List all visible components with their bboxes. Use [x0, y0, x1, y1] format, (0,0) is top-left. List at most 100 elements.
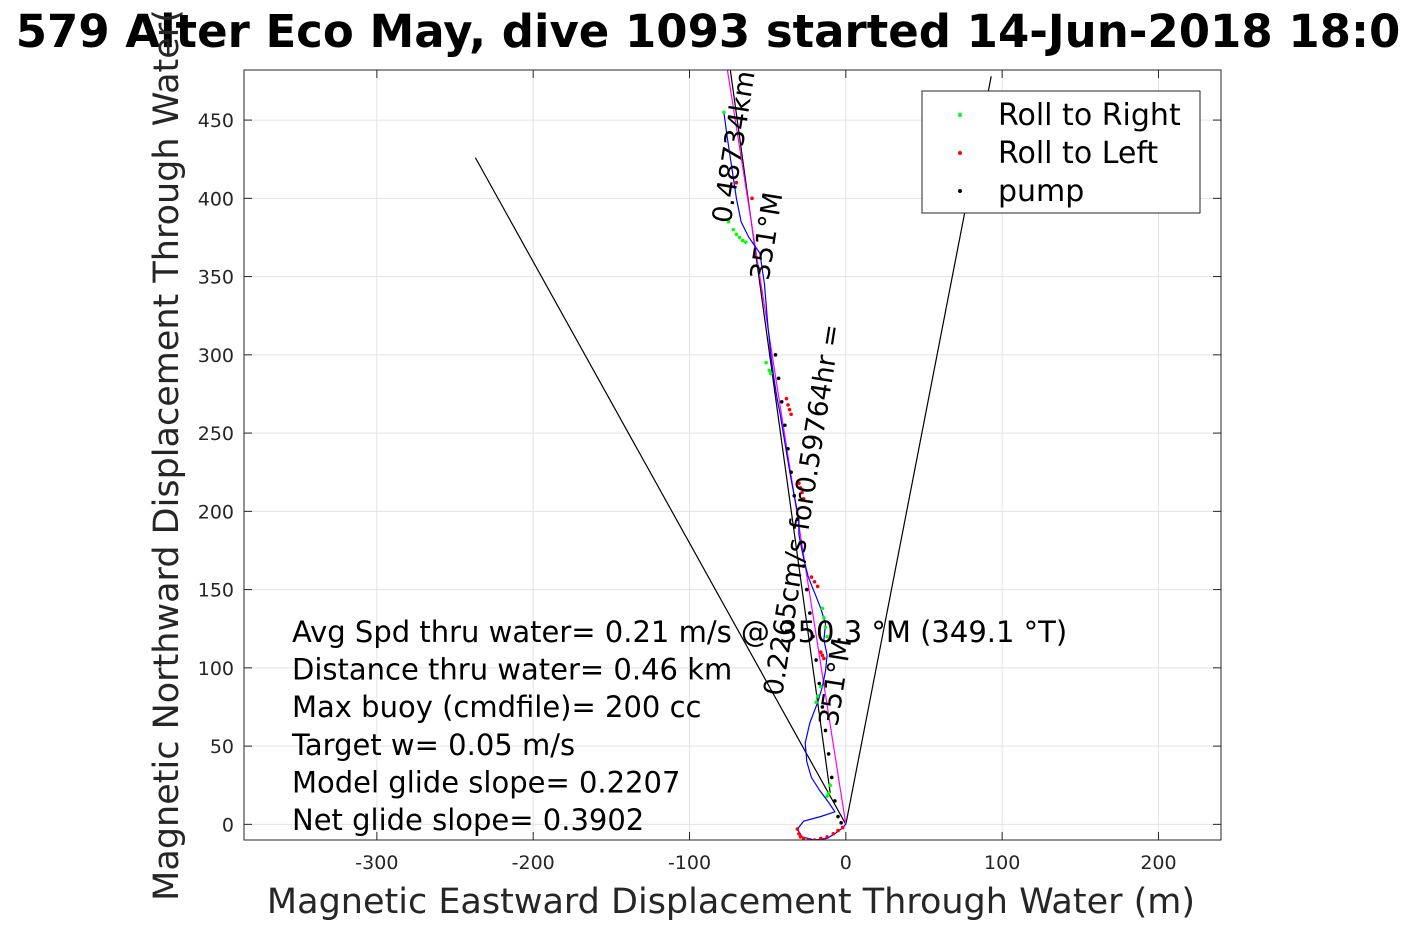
roll-left-point	[784, 396, 789, 401]
y-tick-label: 150	[198, 580, 234, 602]
y-tick-label: 0	[222, 814, 234, 836]
x-tick-label: 200	[1140, 852, 1176, 874]
roll-left-point	[840, 825, 845, 830]
roll-right-point	[826, 791, 831, 795]
annotation-line: Net glide slope= 0.3902	[292, 803, 644, 837]
axis-ticks: -300 -200 -100 0 100 200 0 50 100 150 200 250 300 350…	[198, 70, 1221, 874]
grid-lines	[244, 70, 1221, 840]
roll-left-point	[797, 831, 801, 836]
pump-point	[783, 423, 787, 428]
pump-point	[817, 681, 822, 686]
plot-layer	[474, 70, 992, 840]
chart-title: 579 Alter Eco May, dive 1093 started 14-…	[16, 5, 1401, 58]
x-tick-label: 0	[840, 852, 852, 874]
legend-marker	[958, 113, 962, 117]
annotation-block: Avg Spd thru water= 0.21 m/s @ 350.3 °M …	[291, 615, 1067, 837]
legend-label: pump	[998, 174, 1084, 209]
roll-right-point	[731, 227, 736, 232]
pump-point	[808, 611, 812, 615]
cone-line	[729, 70, 831, 794]
annotation-line: Target w= 0.05 m/s	[291, 728, 575, 762]
roll-right-point	[828, 783, 832, 788]
annotation-line: Distance thru water= 0.46 km	[292, 653, 732, 687]
roll-left-point	[798, 486, 803, 490]
roll-left-point	[798, 835, 803, 839]
pump-point	[811, 634, 815, 639]
roll-right-point	[819, 684, 823, 689]
roll-right-point	[768, 371, 773, 376]
y-tick-label: 300	[198, 345, 234, 367]
pump-point	[776, 376, 781, 381]
pump-point	[792, 493, 797, 498]
legend-marker	[958, 151, 962, 155]
cone-line	[474, 157, 847, 825]
pump-point	[823, 728, 828, 733]
y-tick-label: 100	[198, 658, 234, 680]
y-tick-label: 400	[198, 188, 234, 210]
roll-right-point	[767, 368, 772, 373]
roll-left-point	[734, 180, 739, 185]
pump-point	[779, 399, 784, 404]
roll-left-point	[820, 653, 825, 658]
roll-left-point	[825, 835, 829, 839]
roll-right-point	[815, 694, 820, 698]
roll-right-point	[737, 235, 742, 240]
x-axis-label: Magnetic Eastward Displacement Through W…	[267, 882, 1195, 922]
roll-left-point	[809, 575, 814, 579]
pump-point	[836, 814, 840, 819]
roll-left-point	[819, 836, 823, 840]
roll-left-point	[812, 579, 817, 584]
pump-point	[814, 658, 818, 662]
roll-left-point	[800, 490, 804, 495]
roll-left-point	[822, 656, 826, 661]
roll-right-point	[823, 625, 828, 629]
roll-right-point	[764, 360, 768, 365]
annotation-line: Avg Spd thru water= 0.21 m/s @ 350.3 °M …	[292, 615, 1067, 649]
annotation-line: Max buoy (cmdfile)= 200 cc	[292, 690, 701, 724]
annotation-line: Model glide slope= 0.2207	[292, 765, 680, 799]
roll-left-point	[801, 836, 806, 840]
roll-right-point	[814, 700, 818, 705]
track-line	[723, 112, 847, 840]
roll-right-point	[825, 794, 829, 798]
x-tick-label: -100	[668, 852, 711, 874]
roll-left-point	[831, 831, 836, 836]
x-tick-label: -300	[355, 852, 398, 874]
x-tick-label: -200	[512, 852, 555, 874]
pump-point	[826, 752, 831, 756]
legend-label: Roll to Right	[998, 98, 1181, 133]
roll-left-point	[787, 407, 792, 412]
roll-right-point	[740, 238, 745, 243]
pump-point	[801, 564, 806, 568]
pump-point	[786, 446, 790, 451]
pump-point	[833, 799, 837, 803]
roll-left-point	[819, 650, 823, 654]
roll-right-point	[726, 220, 731, 224]
roll-right-point	[820, 606, 825, 611]
x-tick-label: 100	[984, 852, 1020, 874]
pump-point	[804, 587, 809, 592]
y-axis-label: Magnetic Northward Displacement Through …	[147, 9, 187, 901]
y-tick-label: 50	[210, 736, 234, 758]
pump-point	[798, 540, 803, 545]
roll-left-point	[815, 584, 820, 589]
y-tick-label: 350	[198, 267, 234, 289]
pump-point	[820, 705, 825, 709]
pump-point	[773, 353, 778, 357]
roll-left-point	[801, 497, 806, 501]
legend-box	[921, 90, 1201, 214]
roll-left-point	[789, 412, 793, 417]
roll-left-point	[750, 196, 754, 201]
y-tick-label: 250	[198, 423, 234, 445]
pump-point	[789, 470, 793, 475]
roll-right-point	[822, 615, 826, 620]
pump-point	[829, 775, 834, 780]
heading-line	[726, 70, 847, 825]
roll-left-point	[795, 827, 800, 831]
legend-marker	[958, 189, 962, 193]
roll-right-point	[825, 634, 829, 639]
roll-right-point	[722, 110, 726, 115]
pump-point	[839, 820, 843, 825]
